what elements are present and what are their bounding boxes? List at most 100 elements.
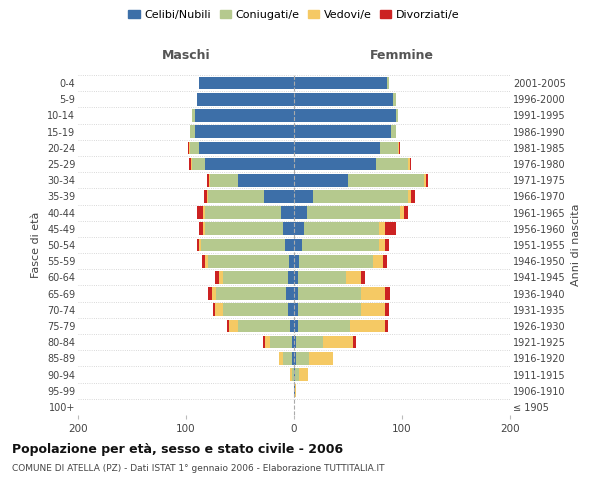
- Bar: [290, 368, 292, 381]
- Bar: [206, 174, 209, 186]
- Bar: [205, 255, 208, 268]
- Text: Popolazione per età, sesso e stato civile - 2006: Popolazione per età, sesso e stato civil…: [12, 442, 343, 456]
- Bar: [307, 206, 400, 219]
- Bar: [298, 288, 361, 300]
- Bar: [294, 190, 313, 202]
- Bar: [281, 206, 294, 219]
- Bar: [191, 158, 193, 170]
- Bar: [292, 352, 294, 364]
- Bar: [199, 238, 201, 252]
- Bar: [208, 190, 264, 202]
- Bar: [379, 238, 385, 252]
- Bar: [409, 158, 410, 170]
- Bar: [220, 271, 223, 283]
- Bar: [294, 126, 391, 138]
- Bar: [205, 222, 283, 235]
- Bar: [283, 352, 292, 364]
- Bar: [205, 206, 281, 219]
- Bar: [210, 174, 238, 186]
- Bar: [265, 336, 270, 348]
- Bar: [399, 142, 400, 154]
- Bar: [205, 190, 206, 202]
- Bar: [385, 320, 388, 332]
- Bar: [287, 304, 294, 316]
- Bar: [194, 126, 294, 138]
- Bar: [404, 206, 409, 219]
- Bar: [294, 304, 298, 316]
- Bar: [199, 77, 294, 90]
- Bar: [294, 206, 307, 219]
- Bar: [294, 174, 348, 186]
- Bar: [294, 238, 302, 252]
- Bar: [190, 142, 199, 154]
- Bar: [199, 222, 203, 235]
- Bar: [208, 255, 289, 268]
- Bar: [424, 174, 426, 186]
- Bar: [294, 222, 304, 235]
- Bar: [294, 158, 376, 170]
- Bar: [215, 304, 223, 316]
- Bar: [361, 288, 385, 300]
- Bar: [229, 320, 238, 332]
- Bar: [395, 109, 398, 122]
- Text: COMUNE DI ATELLA (PZ) - Dati ISTAT 1° gennaio 2006 - Elaborazione TUTTITALIA.IT: COMUNE DI ATELLA (PZ) - Dati ISTAT 1° ge…: [12, 464, 385, 473]
- Bar: [376, 158, 409, 170]
- Bar: [385, 238, 389, 252]
- Bar: [294, 255, 299, 268]
- Bar: [380, 142, 398, 154]
- Bar: [294, 352, 296, 364]
- Bar: [227, 320, 229, 332]
- Bar: [263, 336, 265, 348]
- Bar: [302, 238, 379, 252]
- Bar: [209, 174, 210, 186]
- Bar: [203, 222, 205, 235]
- Bar: [201, 238, 286, 252]
- Bar: [292, 368, 294, 381]
- Bar: [290, 320, 294, 332]
- Bar: [294, 336, 296, 348]
- Bar: [385, 288, 390, 300]
- Bar: [205, 158, 294, 170]
- Bar: [296, 352, 309, 364]
- Bar: [299, 368, 308, 381]
- Bar: [294, 384, 295, 397]
- Bar: [373, 255, 383, 268]
- Bar: [286, 288, 294, 300]
- Bar: [383, 255, 387, 268]
- Bar: [294, 109, 395, 122]
- Bar: [353, 336, 356, 348]
- Bar: [188, 142, 189, 154]
- Y-axis label: Anni di nascita: Anni di nascita: [571, 204, 581, 286]
- Bar: [289, 255, 294, 268]
- Bar: [294, 142, 380, 154]
- Bar: [203, 206, 205, 219]
- Bar: [299, 255, 373, 268]
- Legend: Celibi/Nubili, Coniugati/e, Vedovi/e, Divorziati/e: Celibi/Nubili, Coniugati/e, Vedovi/e, Di…: [124, 6, 464, 25]
- Bar: [346, 271, 361, 283]
- Text: Femmine: Femmine: [370, 49, 434, 62]
- Bar: [298, 271, 346, 283]
- Bar: [361, 271, 365, 283]
- Bar: [223, 271, 287, 283]
- Y-axis label: Fasce di età: Fasce di età: [31, 212, 41, 278]
- Bar: [213, 304, 215, 316]
- Bar: [286, 238, 294, 252]
- Bar: [409, 190, 410, 202]
- Bar: [190, 126, 194, 138]
- Bar: [304, 222, 379, 235]
- Bar: [264, 190, 294, 202]
- Bar: [215, 271, 220, 283]
- Bar: [426, 174, 428, 186]
- Bar: [391, 126, 395, 138]
- Bar: [279, 352, 283, 364]
- Bar: [385, 304, 389, 316]
- Bar: [223, 304, 287, 316]
- Bar: [292, 336, 294, 348]
- Bar: [193, 158, 205, 170]
- Bar: [216, 288, 286, 300]
- Bar: [206, 190, 208, 202]
- Bar: [294, 320, 298, 332]
- Bar: [295, 384, 296, 397]
- Bar: [410, 190, 415, 202]
- Bar: [294, 368, 295, 381]
